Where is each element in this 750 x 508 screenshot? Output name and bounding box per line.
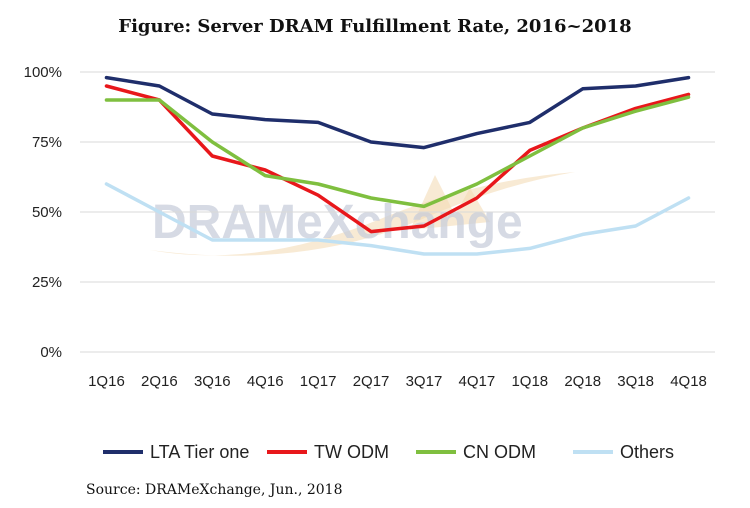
series-line-cn-odm bbox=[104, 95, 691, 209]
series-line-lta-tier-one bbox=[104, 75, 691, 150]
series-line-others bbox=[104, 182, 691, 256]
x-axis: 1Q16 2Q16 3Q16 4Q16 1Q17 2Q17 3Q17 4Q17 1Q18 2Q18… bbox=[88, 373, 707, 390]
x-tick-label: 2Q18 bbox=[564, 373, 601, 390]
x-tick-label: 4Q16 bbox=[247, 373, 284, 390]
x-tick-label: 4Q18 bbox=[670, 373, 707, 390]
legend-label-cn-odm: CN ODM bbox=[463, 442, 536, 462]
grid-lines bbox=[80, 71, 715, 353]
x-tick-label: 2Q16 bbox=[141, 373, 178, 390]
x-tick-label: 1Q18 bbox=[511, 373, 548, 390]
x-tick-label: 3Q16 bbox=[194, 373, 231, 390]
series-lines bbox=[104, 75, 691, 256]
legend-label-tw-odm: TW ODM bbox=[314, 442, 389, 462]
y-tick-label: 100% bbox=[24, 64, 62, 81]
legend: LTA Tier one TW ODM CN ODM Others bbox=[103, 442, 674, 462]
chart-title: Figure: Server DRAM Fulfillment Rate, 20… bbox=[118, 16, 632, 37]
x-tick-label: 3Q18 bbox=[617, 373, 654, 390]
x-tick-label: 4Q17 bbox=[459, 373, 496, 390]
x-tick-label: 2Q17 bbox=[353, 373, 390, 390]
x-tick-label: 3Q17 bbox=[406, 373, 443, 390]
x-tick-label: 1Q16 bbox=[88, 373, 125, 390]
y-tick-label: 75% bbox=[32, 134, 62, 151]
x-tick-label: 1Q17 bbox=[300, 373, 337, 390]
y-tick-label: 50% bbox=[32, 204, 62, 221]
legend-label-lta-tier-one: LTA Tier one bbox=[150, 442, 249, 462]
y-tick-label: 0% bbox=[40, 344, 62, 361]
y-axis: 0% 25% 50% 75% 100% bbox=[24, 64, 62, 361]
source-note: Source: DRAMeXchange, Jun., 2018 bbox=[86, 482, 343, 498]
legend-label-others: Others bbox=[620, 442, 674, 462]
y-tick-label: 25% bbox=[32, 274, 62, 291]
